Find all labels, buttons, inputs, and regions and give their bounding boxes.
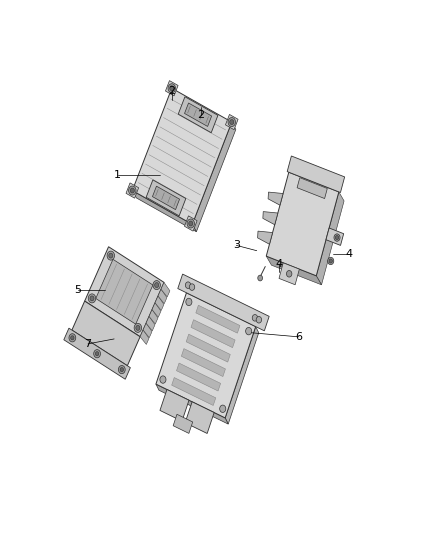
Polygon shape [266,256,321,285]
Polygon shape [172,377,216,406]
Circle shape [220,405,226,413]
Polygon shape [166,80,178,96]
Circle shape [185,282,191,288]
Polygon shape [173,414,193,433]
Polygon shape [96,260,153,324]
Text: 4: 4 [346,248,353,259]
Polygon shape [177,363,221,391]
Circle shape [129,186,136,195]
Circle shape [94,350,100,358]
Polygon shape [140,330,149,344]
Polygon shape [316,192,344,285]
Text: 2: 2 [168,86,176,95]
Polygon shape [225,327,259,424]
Text: 4: 4 [275,259,283,269]
Text: 7: 7 [85,339,92,349]
Text: 2: 2 [197,110,204,120]
Circle shape [168,84,176,93]
Circle shape [187,219,194,228]
Polygon shape [72,301,140,366]
Polygon shape [185,402,214,433]
Circle shape [329,259,332,263]
Circle shape [136,325,140,330]
Circle shape [118,366,125,374]
Polygon shape [186,334,230,362]
Circle shape [170,86,174,91]
Circle shape [71,336,74,340]
Circle shape [189,284,195,290]
Polygon shape [226,115,238,130]
Polygon shape [184,216,197,231]
Polygon shape [178,274,269,331]
Circle shape [107,251,115,260]
Polygon shape [156,293,256,418]
Polygon shape [132,88,232,224]
Text: 3: 3 [233,240,240,251]
Text: 6: 6 [296,332,303,342]
Circle shape [189,221,193,226]
Polygon shape [155,296,164,311]
Polygon shape [85,247,164,337]
Polygon shape [326,228,344,245]
Text: 5: 5 [74,285,81,295]
Circle shape [160,376,166,383]
Polygon shape [156,384,228,424]
Polygon shape [266,172,339,276]
Polygon shape [161,282,170,297]
Polygon shape [192,122,236,232]
Polygon shape [149,310,158,324]
Circle shape [88,294,96,303]
Text: 1: 1 [114,170,121,180]
Polygon shape [160,390,189,421]
Polygon shape [184,103,212,126]
Polygon shape [146,180,186,216]
Polygon shape [263,212,278,225]
Polygon shape [297,177,327,199]
Polygon shape [152,303,161,317]
Polygon shape [132,190,196,232]
Circle shape [186,298,192,305]
Circle shape [286,271,292,277]
Circle shape [334,234,340,241]
Polygon shape [64,328,131,379]
Polygon shape [178,96,218,133]
Circle shape [230,119,234,125]
Circle shape [246,327,252,335]
Circle shape [252,314,258,321]
Circle shape [228,118,236,126]
Circle shape [258,275,262,281]
Circle shape [328,257,334,265]
Circle shape [134,324,141,333]
Circle shape [120,368,124,372]
Polygon shape [152,186,180,209]
Circle shape [109,253,113,258]
Circle shape [153,280,160,289]
Polygon shape [279,263,299,285]
Circle shape [95,352,99,356]
Polygon shape [268,192,283,205]
Polygon shape [146,317,155,331]
Circle shape [256,317,261,323]
Polygon shape [181,349,226,376]
Polygon shape [196,305,240,333]
Polygon shape [158,289,167,304]
Polygon shape [258,231,272,244]
Circle shape [90,296,94,301]
Polygon shape [126,183,139,198]
Circle shape [130,188,134,193]
Circle shape [69,334,76,342]
Polygon shape [143,323,152,338]
Polygon shape [287,156,345,192]
Circle shape [336,236,339,240]
Circle shape [155,282,159,288]
Polygon shape [191,320,235,348]
